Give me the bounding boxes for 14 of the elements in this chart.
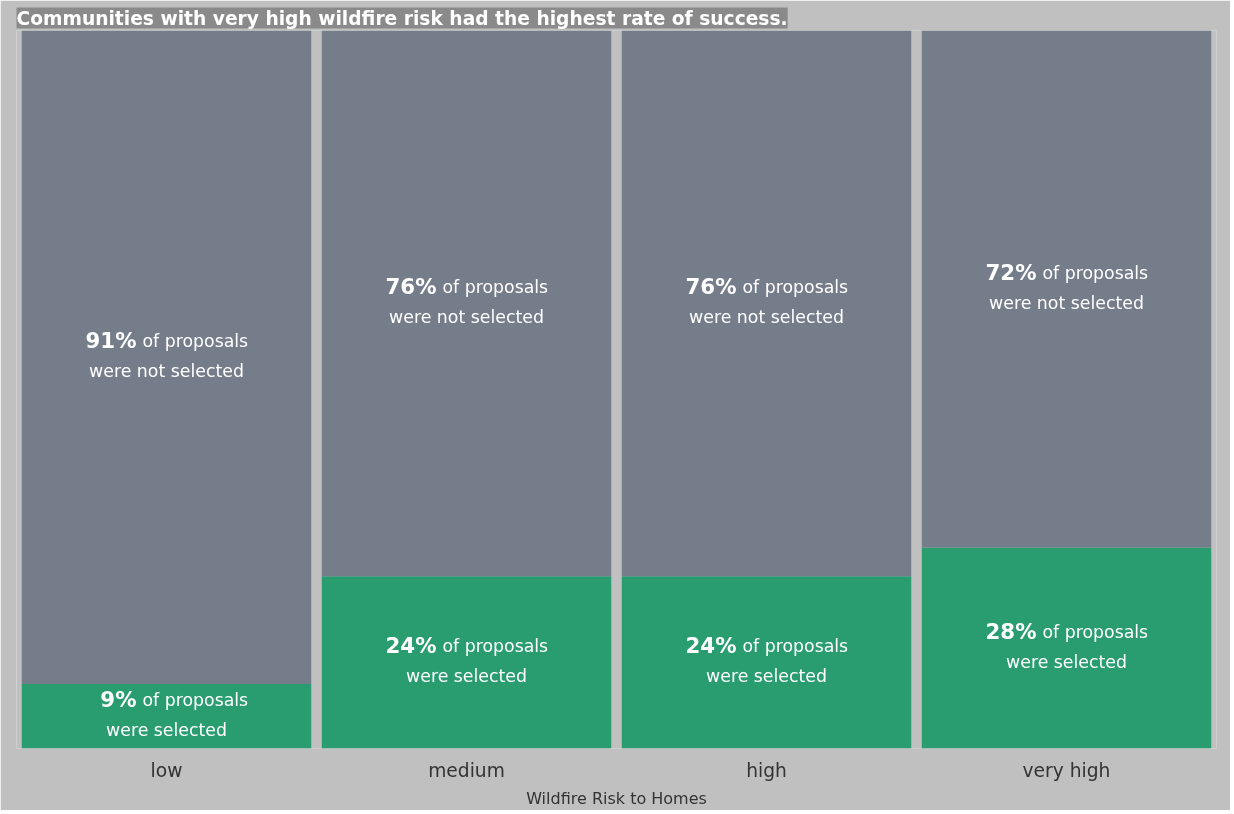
- data-label: 24% of proposals were selected: [385, 633, 549, 687]
- data-label: 91% of proposals were not selected: [85, 328, 249, 382]
- data-label: 24% of proposals were selected: [685, 633, 849, 687]
- x-tick-label: medium: [428, 759, 505, 781]
- data-label: 72% of proposals were not selected: [985, 259, 1149, 313]
- data-label: 76% of proposals were not selected: [685, 274, 849, 328]
- data-label: 76% of proposals were not selected: [385, 274, 549, 328]
- x-axis-title: Wildfire Risk to Homes: [526, 788, 707, 808]
- data-label: 28% of proposals were selected: [985, 618, 1149, 672]
- x-tick-label: high: [746, 759, 787, 781]
- x-tick-label: very high: [1022, 759, 1111, 781]
- data-label: 9% of proposals were selected: [100, 687, 249, 741]
- chart-title: Communities with very high wildfire risk had the highest rate of success.: [16, 7, 788, 29]
- x-tick-label: low: [150, 759, 183, 781]
